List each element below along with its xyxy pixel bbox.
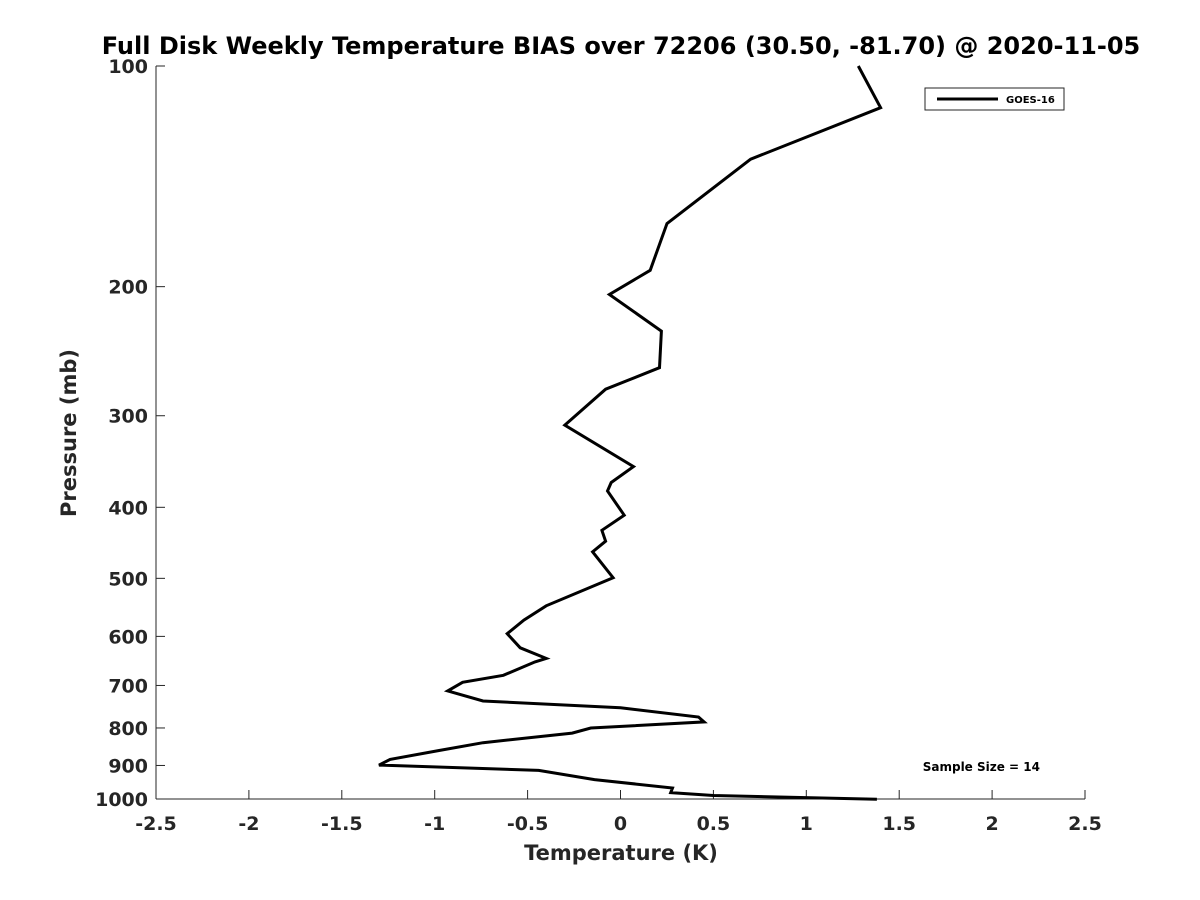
- y-tick-label: 1000: [95, 789, 148, 811]
- legend-label-goes-16: GOES-16: [1006, 95, 1055, 106]
- y-axis-label: Pressure (mb): [57, 349, 81, 517]
- x-tick-label: -1.5: [321, 813, 363, 835]
- series-line-goes-16: [378, 65, 883, 801]
- y-tick-label: 500: [108, 568, 148, 590]
- series-lines: [378, 65, 883, 801]
- y-axis-ticks: 100 200 300 400 500 600 700 800 900 1000: [95, 56, 165, 811]
- x-tick-label: 1.5: [882, 813, 916, 835]
- chart-title: Full Disk Weekly Temperature BIAS over 7…: [102, 32, 1141, 60]
- y-tick-label: 700: [108, 675, 148, 697]
- y-tick-label: 900: [108, 755, 148, 777]
- y-tick-label: 400: [108, 497, 148, 519]
- x-tick-label: -2.5: [135, 813, 177, 835]
- legend: GOES-16: [924, 87, 1065, 111]
- x-tick-label: 0.5: [697, 813, 731, 835]
- y-tick-label: 200: [108, 277, 148, 299]
- x-tick-label: 2.5: [1068, 813, 1102, 835]
- x-axis-ticks: -2.5 -2 -1.5 -1 -0.5 0 0.5 1 1.5 2 2.5: [135, 790, 1102, 835]
- y-tick-label: 100: [108, 56, 148, 78]
- x-axis-label: Temperature (K): [524, 841, 718, 865]
- y-tick-label: 800: [108, 718, 148, 740]
- x-tick-label: 0: [614, 813, 627, 835]
- y-tick-label: 300: [108, 406, 148, 428]
- x-tick-label: -0.5: [507, 813, 549, 835]
- x-tick-label: 2: [985, 813, 998, 835]
- x-tick-label: 1: [800, 813, 813, 835]
- x-tick-label: -2: [238, 813, 259, 835]
- x-tick-label: -1: [424, 813, 445, 835]
- y-tick-label: 600: [108, 626, 148, 648]
- sample-size-annotation: Sample Size = 14: [923, 760, 1040, 774]
